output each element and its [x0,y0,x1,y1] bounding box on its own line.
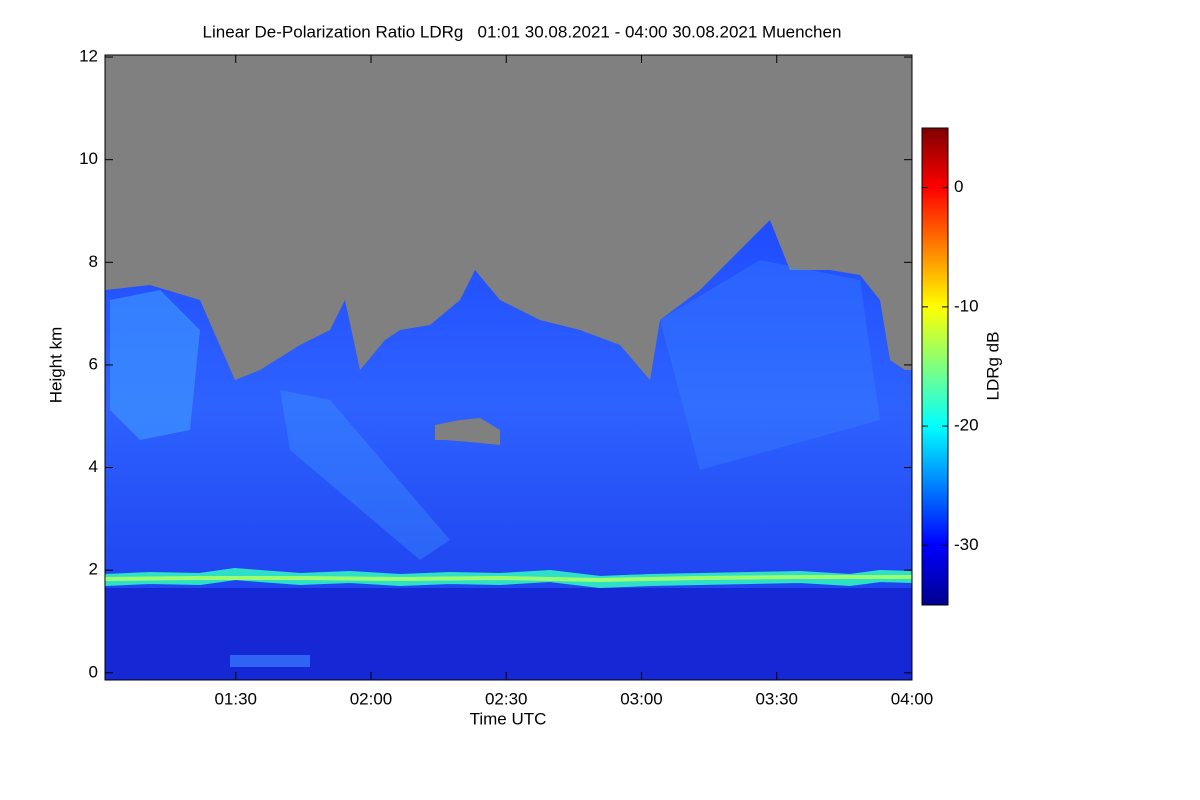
chart-title: Linear De-Polarization Ratio LDRg 01:01 … [203,22,842,41]
y-tick-label: 0 [89,662,98,681]
plot-frame [104,54,913,681]
x-tick-label: 02:30 [485,689,528,708]
colorbar-tick-label: -30 [954,535,979,554]
x-tick-label: 01:30 [214,689,257,708]
y-axis-label: Height km [46,327,65,404]
y-tick-label: 10 [79,149,98,168]
colorbar-tick-label: 0 [954,177,963,196]
y-tick-label: 8 [89,252,98,271]
y-tick-label: 2 [89,560,98,579]
y-tick-label: 4 [89,457,98,476]
x-tick-label: 03:00 [620,689,663,708]
y-tick-label: 6 [89,354,98,373]
x-tick-label: 02:00 [350,689,393,708]
x-tick-label: 04:00 [891,689,934,708]
x-tick-label: 03:30 [755,689,798,708]
x-axis-label: Time UTC [470,709,547,728]
y-tick-label: 12 [79,47,98,66]
colorbar [921,127,949,606]
colorbar-tick-label: -20 [954,416,979,435]
heatmap-image [104,55,913,680]
colorbar-label: LDRg dB [983,332,1002,401]
colorbar-tick-label: -10 [954,296,979,315]
